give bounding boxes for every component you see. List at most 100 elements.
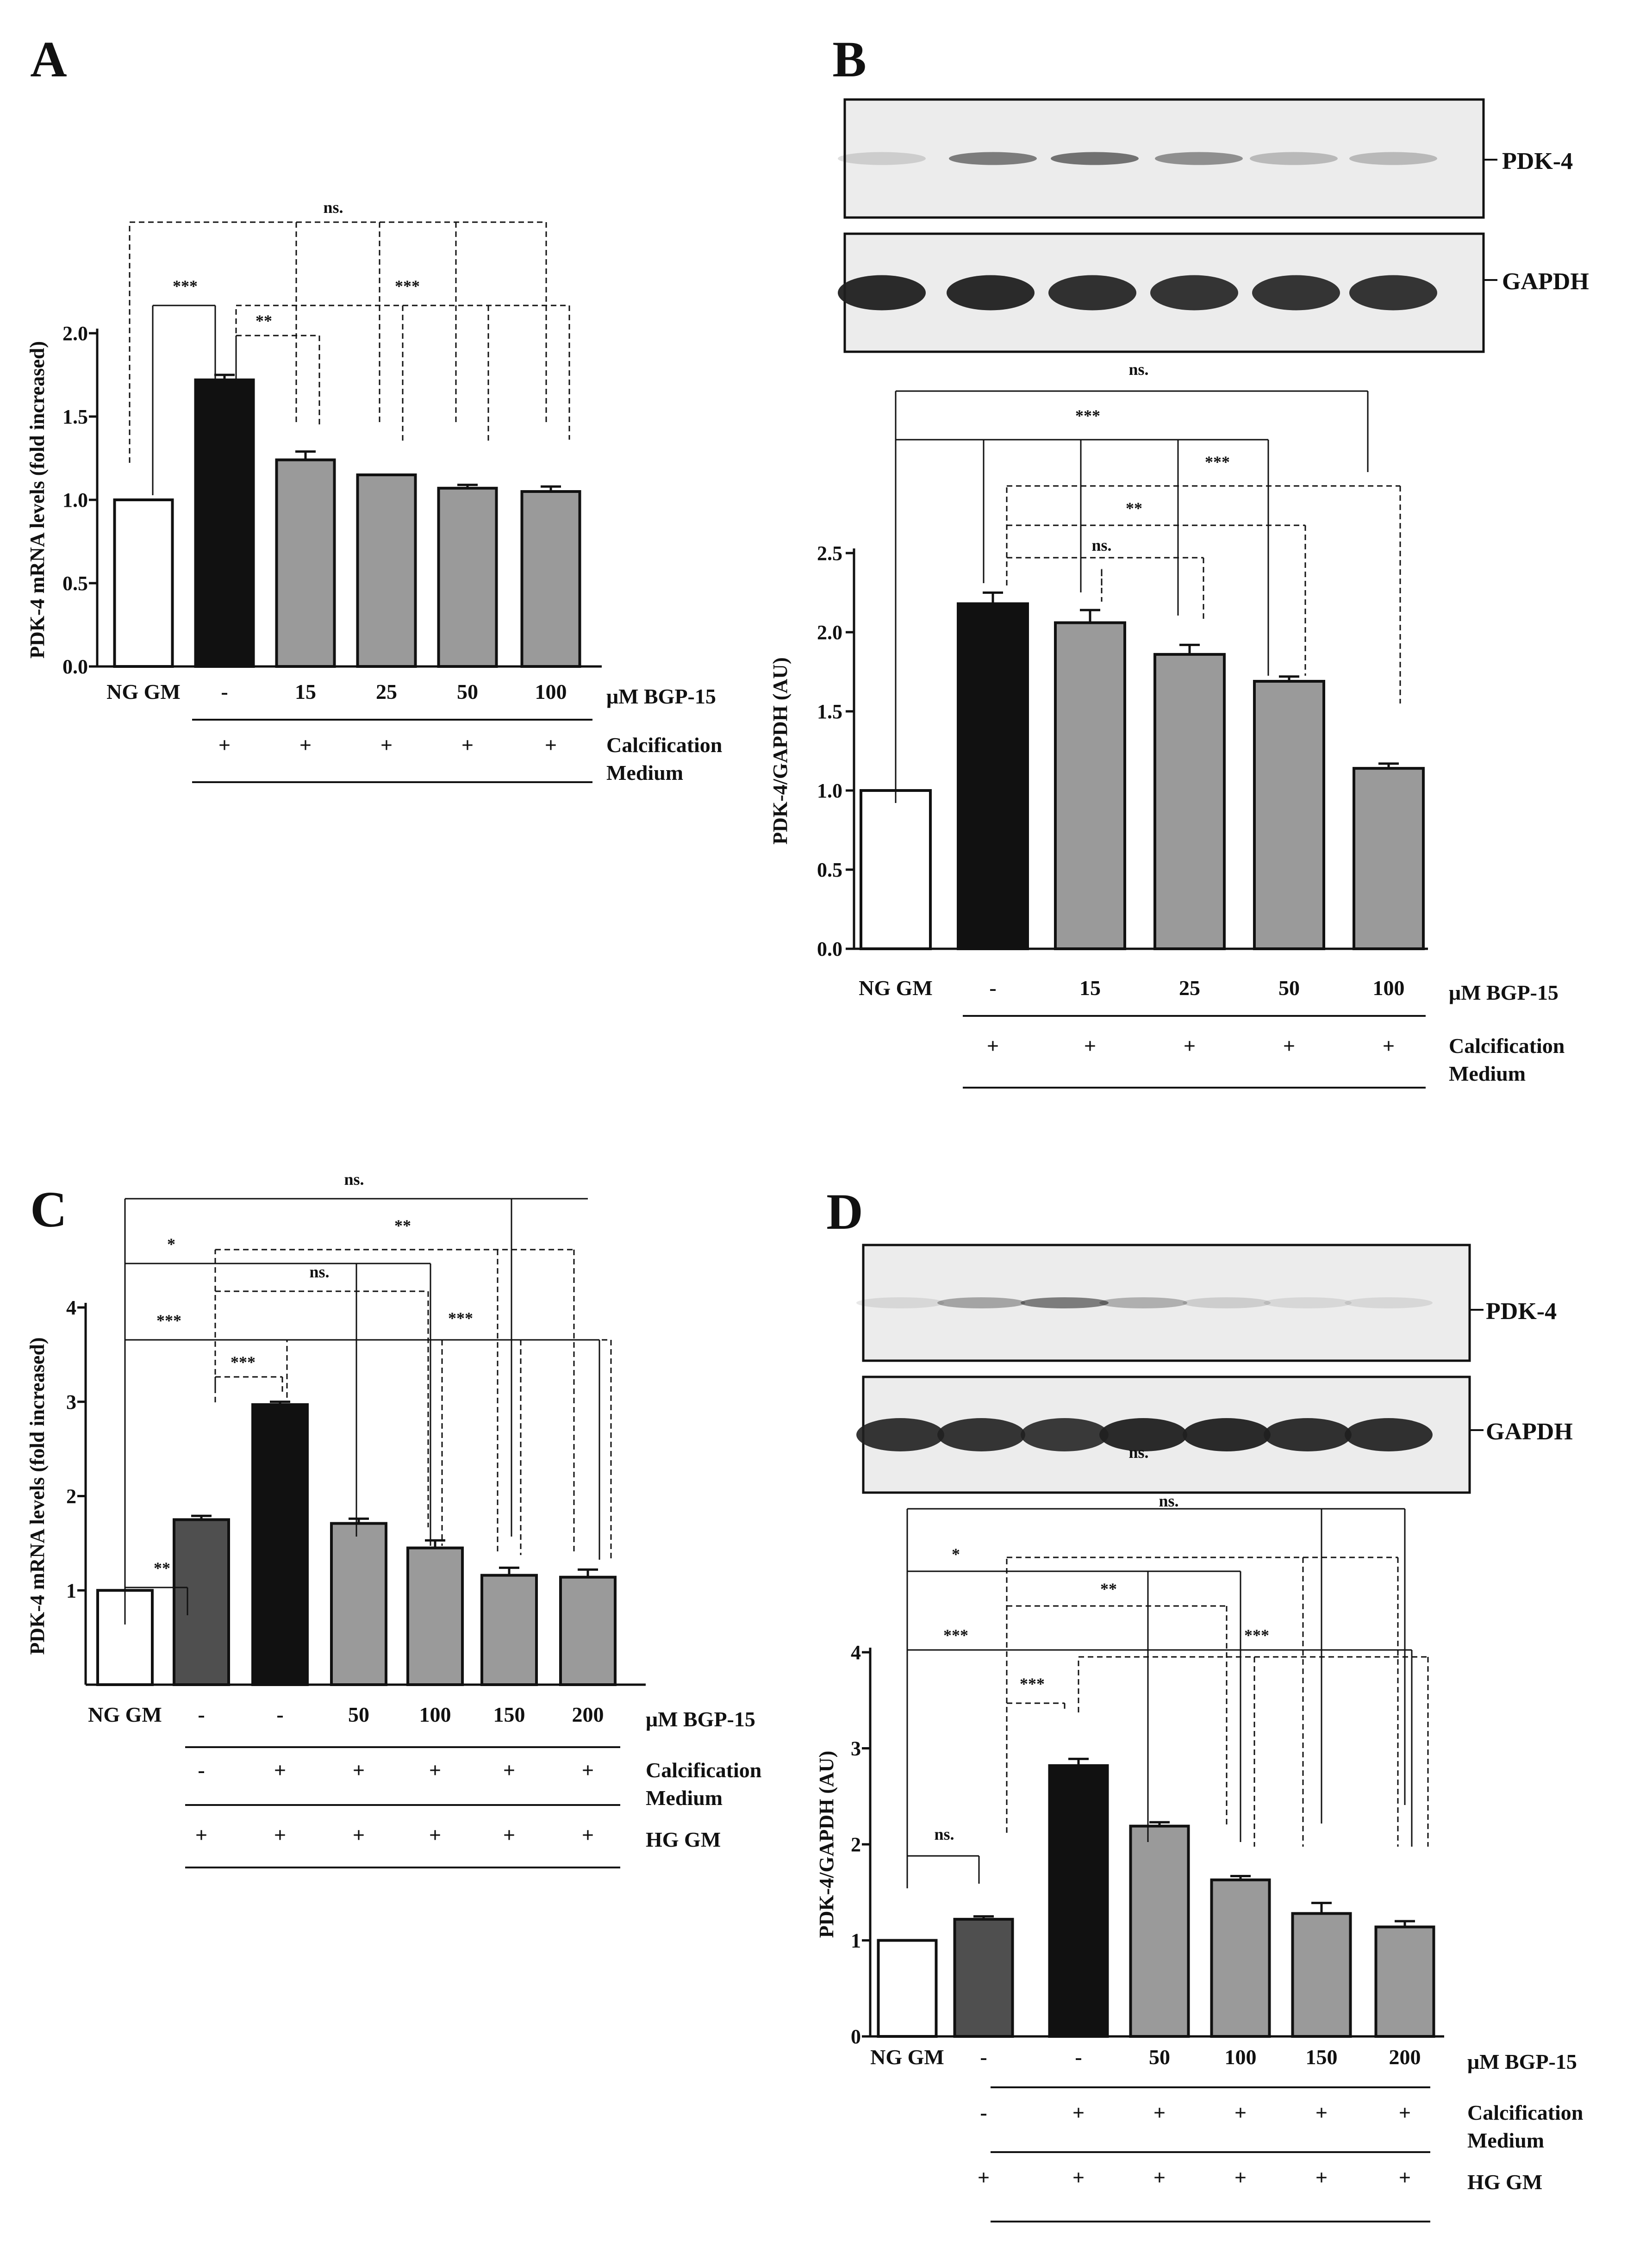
- bar-d-4: [1210, 1878, 1271, 2038]
- panel-letter-d: D: [826, 1183, 863, 1240]
- condition-mark: +: [429, 1823, 441, 1847]
- significance-label: ***: [156, 1311, 181, 1330]
- condition-mark: +: [1153, 2101, 1166, 2124]
- significance-label: **: [394, 1216, 411, 1235]
- y-tick-label: 4: [851, 1641, 861, 1664]
- row-label: Calcification: [1449, 1034, 1565, 1058]
- bar-c-4: [406, 1546, 464, 1686]
- blot-label: GAPDH: [1486, 1419, 1573, 1445]
- significance-label: ***: [448, 1309, 473, 1327]
- condition-mark: -: [221, 680, 228, 703]
- bar-d-3: [1129, 1824, 1190, 2038]
- bar-b-0: [860, 789, 932, 950]
- condition-mark: +: [503, 1758, 515, 1782]
- condition-mark: +: [978, 2166, 990, 2189]
- y-tick-label: 1.5: [62, 405, 88, 428]
- panel-letter-b: B: [832, 31, 866, 87]
- condition-mark: +: [1072, 2166, 1085, 2189]
- bar-a-5: [520, 490, 581, 668]
- blot-b-pdk4-band: [838, 152, 926, 165]
- row-label: HG GM: [646, 1828, 721, 1851]
- y-tick-label: 2.5: [817, 542, 842, 565]
- condition-mark: NG GM: [870, 2045, 944, 2069]
- significance-label: ns.: [323, 198, 343, 217]
- condition-mark: -: [198, 1758, 205, 1782]
- row-label: μM BGP-15: [1449, 981, 1558, 1004]
- y-tick-label: 1: [66, 1579, 76, 1602]
- blot-b-pdk4-band: [1155, 152, 1243, 165]
- condition-mark: +: [380, 733, 393, 757]
- y-tick-label: 2.0: [817, 621, 842, 644]
- condition-mark: +: [353, 1758, 365, 1782]
- condition-mark: +: [195, 1823, 207, 1847]
- blot-b-gapdh-band: [1150, 275, 1238, 311]
- condition-mark: 100: [535, 680, 567, 703]
- condition-mark: -: [1075, 2045, 1082, 2069]
- significance-label: ns.: [1091, 536, 1111, 554]
- significance-label: ***: [1205, 453, 1230, 471]
- significance-label: ns.: [1128, 1443, 1148, 1462]
- bar-b-1: [957, 602, 1029, 950]
- blot-d-pdk4-band: [1183, 1297, 1271, 1308]
- bar-c-3: [330, 1522, 387, 1686]
- y-tick-label: 1.0: [62, 489, 88, 511]
- row-label: Medium: [646, 1786, 723, 1810]
- condition-mark: +: [1234, 2101, 1247, 2124]
- blot-b-pdk4-band: [1250, 152, 1338, 165]
- blot-b-gapdh-band: [838, 275, 926, 311]
- significance-label: **: [1100, 1580, 1117, 1598]
- bar-c-1: [173, 1518, 230, 1686]
- condition-mark: -: [198, 1703, 205, 1726]
- condition-mark: 50: [457, 680, 478, 703]
- bar-d-6: [1374, 1925, 1435, 2038]
- condition-mark: +: [218, 733, 231, 757]
- bar-b-2: [1054, 621, 1126, 950]
- significance-label: ns.: [1159, 1492, 1178, 1510]
- condition-mark: +: [582, 1823, 594, 1847]
- condition-mark: 150: [1306, 2045, 1338, 2069]
- condition-mark: +: [503, 1823, 515, 1847]
- condition-mark: 25: [376, 680, 397, 703]
- y-tick-label: 2: [66, 1485, 76, 1508]
- condition-mark: -: [989, 976, 996, 1000]
- blot-d-gapdh-band: [1021, 1418, 1109, 1451]
- significance-label: **: [256, 311, 272, 330]
- bar-a-1: [194, 378, 255, 668]
- blot-d-pdk4-band: [1345, 1297, 1433, 1308]
- condition-mark: +: [353, 1823, 365, 1847]
- condition-mark: +: [274, 1823, 286, 1847]
- y-tick-label: 2.0: [62, 322, 88, 345]
- significance-label: ns.: [344, 1170, 364, 1189]
- significance-label: ***: [395, 277, 420, 295]
- bar-c-5: [480, 1574, 538, 1686]
- condition-mark: +: [1084, 1034, 1096, 1058]
- significance-label: ns.: [1128, 360, 1148, 379]
- blot-d-pdk4-band: [1099, 1297, 1187, 1308]
- blot-b-pdk4-band: [949, 152, 1037, 165]
- significance-label: ns.: [934, 1825, 954, 1843]
- bar-b-5: [1353, 767, 1425, 950]
- row-label: μM BGP-15: [606, 685, 716, 708]
- row-label: Calcification: [606, 733, 722, 757]
- blot-d-pdk4-band: [1264, 1297, 1352, 1308]
- row-label: μM BGP-15: [646, 1707, 755, 1731]
- blot-b-gapdh-band: [1349, 275, 1437, 311]
- y-tick-label: 3: [851, 1737, 861, 1760]
- y-tick-label: 1.0: [817, 779, 842, 802]
- condition-mark: NG GM: [88, 1703, 162, 1726]
- blot-d-pdk4-band: [856, 1297, 944, 1308]
- condition-mark: +: [1399, 2166, 1411, 2189]
- bar-a-3: [356, 473, 417, 668]
- panel-letter-a: A: [30, 31, 67, 87]
- blot-d-gapdh-band: [1183, 1418, 1271, 1451]
- significance-label: ***: [943, 1626, 968, 1644]
- bar-d-2: [1048, 1764, 1109, 2038]
- y-tick-label: 1.5: [817, 700, 842, 723]
- y-tick-label: 0.0: [817, 938, 842, 960]
- blot-d-gapdh-band: [1099, 1418, 1187, 1451]
- y-tick-label: 1: [851, 1930, 861, 1952]
- condition-mark: 100: [419, 1703, 451, 1726]
- condition-mark: +: [461, 733, 474, 757]
- condition-mark: +: [1315, 2166, 1328, 2189]
- row-label: μM BGP-15: [1467, 2050, 1577, 2073]
